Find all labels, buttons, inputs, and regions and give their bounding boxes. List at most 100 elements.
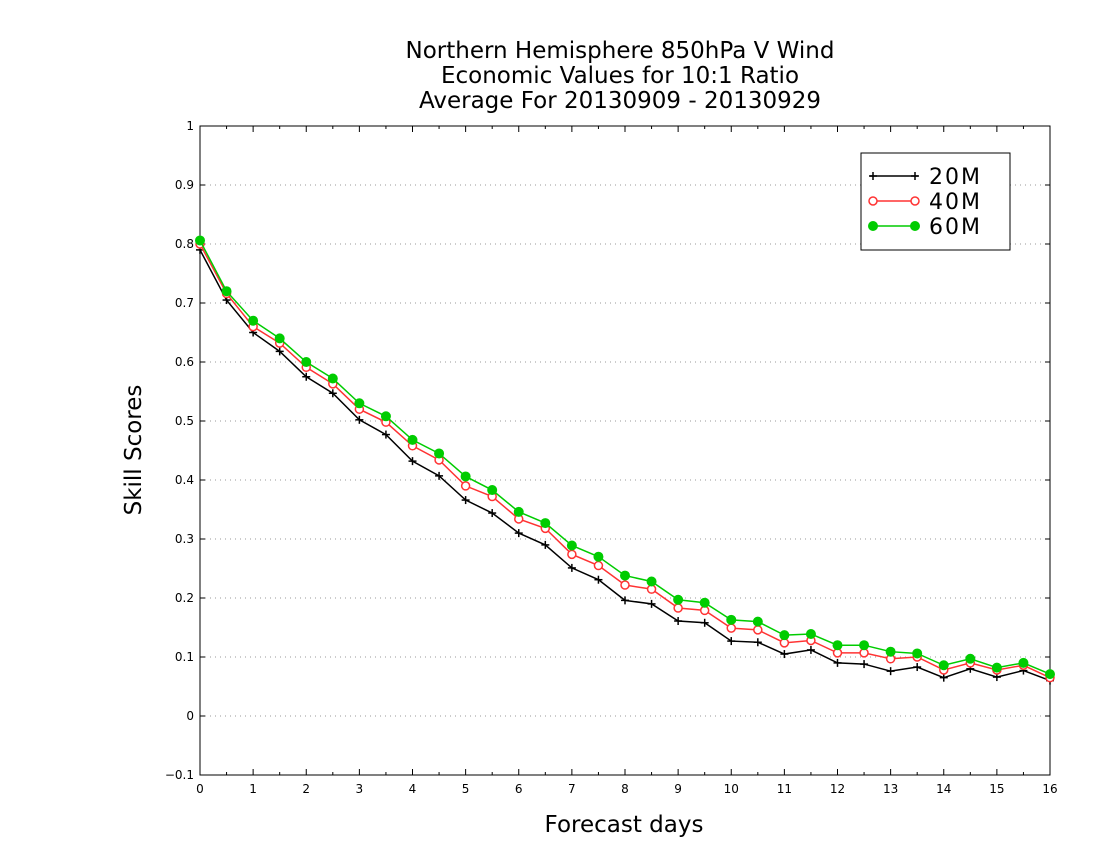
legend-label: 40M [929,190,982,215]
data-point-20M [674,617,683,626]
x-tick-label: 0 [196,782,204,796]
x-tick-label: 4 [409,782,417,796]
data-point-20M [302,372,311,381]
legend-marker [910,196,920,206]
y-axis-ticks: −0.1 0 0.1 0.2 0.3 0.4 0.5 0.6 0.7 0.8 0.9 1 [165,119,1050,782]
x-axis-ticks: 0 1 2 3 4 5 6 7 8 9 10 11 12 13 14 15 16 [196,126,1058,796]
data-point-60M [407,434,418,445]
data-point-20M [860,660,869,669]
y-tick-label: 0.6 [175,355,194,369]
data-point-60M [779,630,790,641]
data-point-40M [593,560,604,571]
chart-title: Northern Hemisphere 850hPa V WindEconomi… [406,38,835,114]
data-point-20M [647,599,656,608]
data-point-60M [699,597,710,608]
data-point-60M [460,471,471,482]
y-tick-label: −0.1 [165,768,194,782]
legend-marker [911,172,919,180]
data-point-40M [620,580,630,590]
title-line-3: Average For 20130909 - 20130929 [419,88,821,114]
x-tick-label: 7 [568,782,576,796]
data-point-60M [487,485,498,496]
x-tick-label: 8 [621,782,629,796]
data-point-20M [621,596,629,605]
data-point-60M [673,594,684,605]
x-tick-label: 16 [1042,782,1057,796]
title-line-1: Northern Hemisphere 850hPa V Wind [406,38,835,64]
data-point-20M [886,667,895,676]
data-point-20M [355,415,364,424]
y-tick-label: 0.5 [175,414,194,428]
data-point-40M [753,625,763,635]
data-point-60M [646,576,657,587]
data-point-40M [460,481,471,491]
data-point-20M [408,457,417,466]
data-point-60M [1045,669,1055,680]
data-point-40M [726,623,736,633]
data-point-60M [885,646,896,657]
data-point-20M [488,509,497,518]
series-40M [195,239,1055,683]
data-point-20M [381,430,390,439]
data-point-20M [275,347,284,356]
data-point-20M [594,575,603,584]
data-point-40M [567,549,577,560]
data-point-20M [780,650,789,659]
data-point-20M [435,471,444,480]
data-point-20M [833,658,842,667]
data-point-60M [593,551,604,562]
data-point-20M [514,529,523,538]
data-point-60M [540,518,551,529]
data-point-20M [727,637,736,646]
x-tick-label: 3 [356,782,364,796]
data-point-60M [248,315,259,326]
grid-lines [200,184,1050,717]
data-point-20M [328,389,337,398]
data-point-60M [726,614,737,625]
x-tick-label: 1 [249,782,257,796]
x-tick-label: 11 [777,782,792,796]
data-point-20M [939,673,948,682]
x-tick-label: 9 [674,782,682,796]
x-tick-label: 12 [830,782,845,796]
data-point-20M [461,496,470,505]
data-point-60M [859,640,870,651]
data-point-20M [541,540,550,549]
x-tick-label: 5 [462,782,470,796]
series-60M [195,235,1055,680]
y-tick-label: 0.3 [175,532,194,546]
y-tick-label: 1 [186,119,194,133]
data-point-60M [513,506,524,517]
y-tick-label: 0.4 [175,473,194,487]
data-point-60M [434,448,445,459]
legend-label: 60M [929,215,982,240]
x-tick-label: 14 [936,782,951,796]
y-tick-label: 0 [186,709,194,723]
series-group [195,235,1055,685]
data-point-20M [913,663,922,672]
x-tick-label: 15 [989,782,1004,796]
data-point-60M [752,616,763,627]
y-tick-label: 0.8 [175,237,194,251]
x-tick-label: 2 [302,782,310,796]
data-point-60M [805,628,816,639]
y-tick-label: 0.2 [175,591,194,605]
data-point-20M [753,638,762,647]
data-point-60M [195,235,205,246]
x-axis-label: Forecast days [545,812,704,838]
data-point-60M [965,653,976,664]
series-line-40M [199,243,1051,679]
data-point-60M [566,540,577,551]
data-point-60M [274,333,285,344]
data-point-60M [991,662,1002,673]
x-tick-label: 6 [515,782,523,796]
legend-marker [868,196,878,206]
data-point-60M [620,570,630,581]
legend-marker [868,221,878,231]
y-tick-label: 0.7 [175,296,194,310]
data-point-20M [700,618,709,627]
y-axis-label: Skill Scores [121,385,147,516]
data-point-60M [832,640,843,651]
